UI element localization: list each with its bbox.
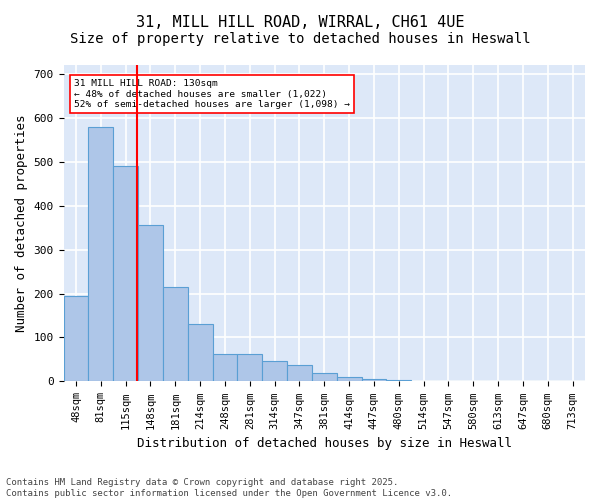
Bar (113, 166, 138, 382)
Bar (411, 380, 436, 382)
Bar (138, 226, 163, 382)
Y-axis label: Number of detached properties: Number of detached properties (15, 114, 28, 332)
Text: 31, MILL HILL ROAD, WIRRAL, CH61 4UE: 31, MILL HILL ROAD, WIRRAL, CH61 4UE (136, 15, 464, 30)
Bar (163, 287, 188, 382)
Bar (287, 365, 312, 382)
Bar (362, 379, 386, 382)
Bar (188, 324, 212, 382)
X-axis label: Distribution of detached houses by size in Heswall: Distribution of detached houses by size … (137, 437, 512, 450)
Bar (337, 377, 362, 382)
Bar (262, 361, 287, 382)
Text: Contains HM Land Registry data © Crown copyright and database right 2025.
Contai: Contains HM Land Registry data © Crown c… (6, 478, 452, 498)
Bar (88, 126, 113, 382)
Bar (312, 372, 337, 382)
Bar (212, 354, 238, 382)
Text: 31 MILL HILL ROAD: 130sqm
← 48% of detached houses are smaller (1,022)
52% of se: 31 MILL HILL ROAD: 130sqm ← 48% of detac… (74, 79, 350, 109)
Bar (386, 380, 411, 382)
Bar (64, 296, 88, 382)
Text: Size of property relative to detached houses in Heswall: Size of property relative to detached ho… (70, 32, 530, 46)
Bar (238, 354, 262, 382)
